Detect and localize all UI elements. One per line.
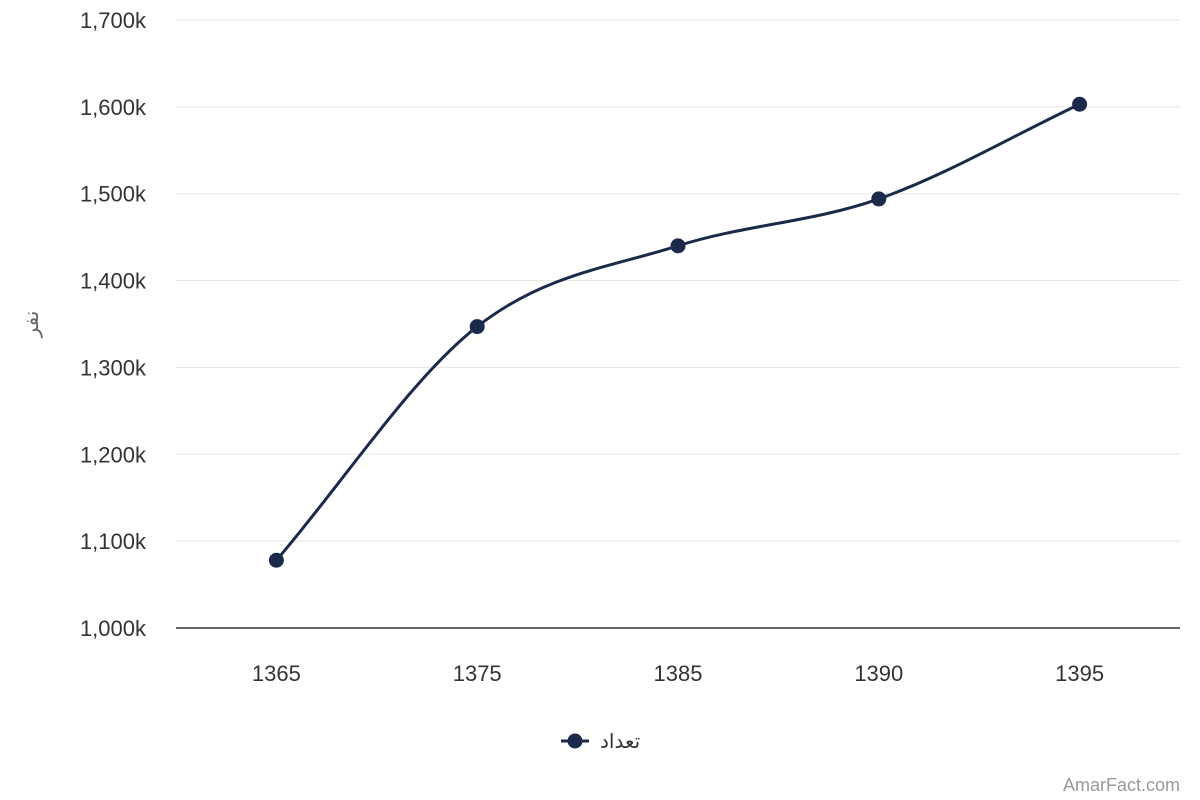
x-axis-tick-labels: 1365 1375 1385 1390 1395	[252, 661, 1104, 686]
y-tick-label: 1,600k	[80, 95, 147, 120]
y-axis-title: نفر	[19, 311, 43, 339]
y-tick-label: 1,100k	[80, 529, 147, 554]
credit-link[interactable]: AmarFact.com	[1063, 775, 1180, 795]
data-point[interactable]	[871, 191, 887, 207]
x-tick-label: 1365	[252, 661, 301, 686]
series-line-population	[275, 102, 1081, 562]
data-point[interactable]	[268, 552, 284, 568]
x-tick-label: 1385	[654, 661, 703, 686]
y-tick-label: 1,000k	[80, 616, 147, 641]
data-point[interactable]	[469, 319, 485, 335]
y-tick-label: 1,700k	[80, 8, 147, 33]
y-axis-tick-labels: 1,000k 1,100k 1,200k 1,300k 1,400k 1,500k 1,60…	[80, 8, 147, 641]
y-tick-label: 1,300k	[80, 355, 147, 380]
legend-label: تعداد	[600, 729, 640, 753]
legend-dot-marker	[567, 733, 583, 749]
x-tick-label: 1375	[453, 661, 502, 686]
data-point[interactable]	[670, 238, 686, 254]
data-point[interactable]	[1072, 96, 1088, 112]
x-tick-label: 1390	[854, 661, 903, 686]
y-tick-label: 1,400k	[80, 269, 147, 294]
y-tick-label: 1,200k	[80, 442, 147, 467]
grid-lines	[176, 19, 1180, 542]
legend[interactable]: تعداد	[561, 729, 640, 753]
x-tick-label: 1395	[1055, 661, 1104, 686]
y-tick-label: 1,500k	[80, 182, 147, 207]
series-points	[268, 96, 1088, 568]
